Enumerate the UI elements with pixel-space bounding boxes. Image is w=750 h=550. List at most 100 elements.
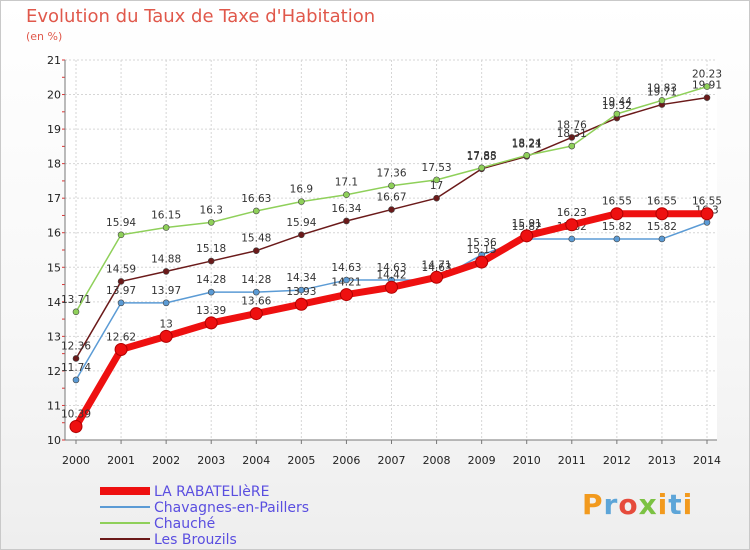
data-label: 10.39 (61, 409, 91, 421)
data-label: 18.24 (512, 137, 542, 149)
y-tick-label: 13 (47, 330, 61, 343)
data-label: 15.18 (196, 243, 226, 255)
data-label: 14.42 (376, 269, 406, 281)
data-point (249, 307, 263, 321)
legend-label: Chauché (154, 516, 215, 532)
data-label: 13 (159, 318, 172, 330)
data-point (339, 288, 353, 302)
data-label: 16.15 (151, 210, 181, 222)
data-point (430, 270, 444, 284)
data-label: 15.82 (602, 221, 632, 233)
data-label: 14.63 (422, 262, 452, 274)
chart-subtitle: (en %) (26, 30, 63, 43)
x-tick-label: 2004 (242, 454, 270, 467)
x-tick-label: 2010 (513, 454, 541, 467)
data-label: 12.62 (106, 331, 136, 343)
x-tick-label: 2012 (603, 454, 631, 467)
data-point (162, 224, 170, 231)
data-point (72, 355, 80, 362)
data-label: 14.59 (106, 263, 136, 275)
x-tick-label: 2001 (107, 454, 135, 467)
data-point (568, 235, 576, 243)
y-tick-label: 14 (47, 296, 61, 309)
y-tick-label: 21 (47, 54, 61, 67)
data-point (388, 182, 395, 190)
data-point (700, 207, 714, 221)
data-label: 13.66 (241, 296, 271, 308)
data-label: 14.28 (196, 274, 226, 286)
chart-title: Evolution du Taux de Taxe d'Habitation (26, 6, 376, 27)
data-point (162, 268, 170, 275)
data-point (568, 142, 576, 150)
data-label: 16.63 (241, 193, 271, 205)
data-label: 14.34 (286, 272, 316, 284)
data-label: 18.76 (557, 119, 587, 131)
data-label: 17.36 (376, 168, 406, 180)
data-label: 15.91 (512, 218, 542, 230)
proxiti-logo: Proxiti (582, 488, 694, 521)
data-point (703, 94, 711, 101)
data-label: 16.9 (290, 184, 313, 196)
data-label: 12.36 (61, 340, 91, 352)
data-label: 17.1 (335, 177, 358, 189)
data-label: 16.67 (376, 192, 406, 204)
data-label: 14.88 (151, 253, 181, 265)
data-label: 15.48 (241, 233, 271, 245)
data-point (72, 376, 80, 384)
data-label: 13.93 (286, 286, 316, 298)
data-label: 15.36 (467, 237, 497, 249)
data-label: 15.94 (286, 217, 316, 229)
x-tick-label: 2002 (152, 454, 180, 467)
x-tick-label: 2007 (378, 454, 406, 467)
data-point (207, 219, 215, 226)
y-tick-label: 15 (47, 261, 61, 274)
data-label: 13.39 (196, 305, 226, 317)
data-point (252, 247, 260, 254)
data-point (385, 280, 398, 294)
x-tick-label: 2013 (648, 454, 676, 467)
legend-label: LA RABATELIèRE (154, 484, 270, 500)
data-label: 15.94 (106, 217, 136, 229)
data-point (117, 278, 125, 285)
data-label: 16.23 (557, 207, 587, 219)
data-label: 14.63 (331, 262, 361, 274)
data-label: 19.44 (602, 96, 632, 108)
data-point (655, 207, 669, 221)
data-label: 13.71 (61, 294, 91, 306)
data-point (294, 297, 308, 311)
x-tick-label: 2005 (287, 454, 315, 467)
x-tick-label: 2003 (197, 454, 225, 467)
data-point (565, 218, 579, 232)
x-tick-label: 2011 (558, 454, 586, 467)
data-point (475, 255, 489, 269)
data-point (162, 299, 170, 307)
data-label: 19.83 (647, 82, 677, 94)
y-tick-label: 20 (47, 89, 61, 102)
data-point (298, 198, 305, 205)
y-tick-label: 16 (47, 227, 61, 240)
data-label: 14.21 (331, 277, 361, 289)
data-point (703, 219, 711, 226)
data-point (159, 329, 173, 343)
data-point (252, 288, 260, 296)
data-point (568, 134, 576, 141)
data-label: 17 (430, 180, 443, 192)
x-tick-label: 2006 (332, 454, 360, 467)
data-point (343, 191, 350, 199)
data-label: 15.82 (647, 221, 677, 233)
data-point (204, 316, 218, 330)
y-tick-label: 19 (47, 123, 61, 136)
x-tick-label: 2008 (423, 454, 451, 467)
legend-label: Chavagnes-en-Paillers (154, 500, 309, 516)
data-label: 19.71 (647, 87, 677, 99)
data-point (252, 207, 260, 215)
data-point (207, 288, 215, 296)
data-point (69, 420, 83, 434)
data-point (610, 207, 624, 221)
data-point (478, 164, 485, 172)
data-point (207, 257, 215, 265)
data-label: 15.15 (467, 244, 497, 256)
data-point (658, 235, 666, 243)
data-point (298, 231, 305, 239)
